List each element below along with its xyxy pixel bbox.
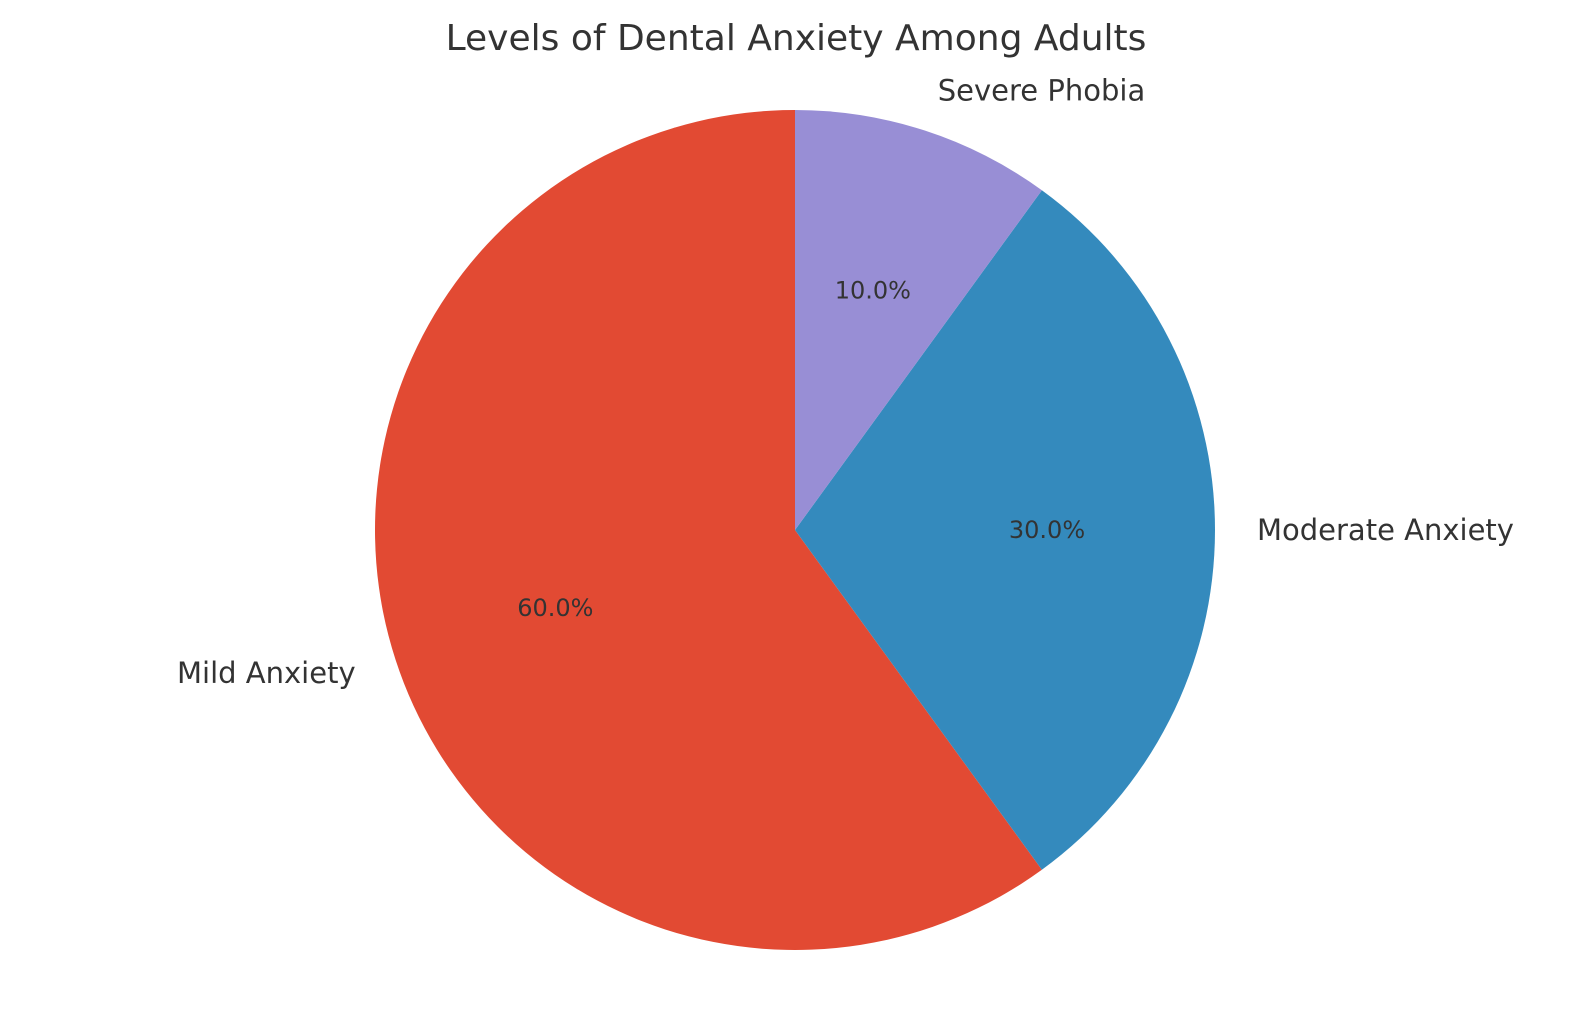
pie-labels: 60.0% Mild Anxiety 30.0% Moderate Anxiety 10… (177, 74, 1514, 690)
pie-slices (374, 110, 1215, 950)
pct-label-mild-anxiety: 60.0% (517, 594, 593, 622)
slice-label-severe-phobia: Severe Phobia (938, 74, 1145, 108)
slice-label-moderate-anxiety: Moderate Anxiety (1257, 513, 1514, 547)
pie-slice-moderate-anxiety (795, 190, 1215, 870)
slice-label-mild-anxiety: Mild Anxiety (177, 656, 356, 690)
pie-slice-mild-anxiety (374, 110, 1042, 950)
chart-title: Levels of Dental Anxiety Among Adults (446, 18, 1147, 59)
pct-label-severe-phobia: 10.0% (835, 276, 911, 304)
pct-label-moderate-anxiety: 30.0% (1009, 516, 1085, 544)
pie-slice-severe-phobia (795, 110, 1042, 530)
